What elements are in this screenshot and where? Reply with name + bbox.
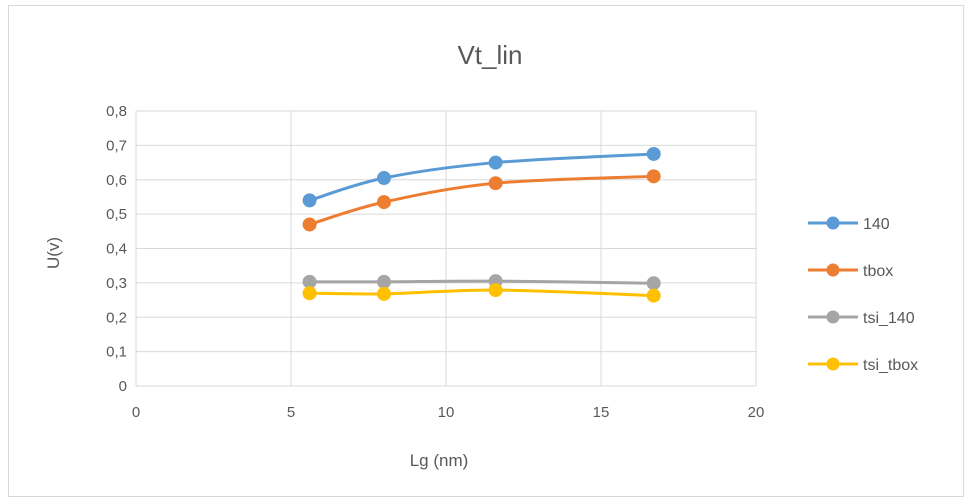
series-line-tbox bbox=[308, 174, 656, 226]
x-tick-label: 10 bbox=[438, 404, 455, 421]
legend-label: tsi_140 bbox=[863, 310, 915, 327]
legend-marker bbox=[826, 216, 840, 230]
data-point-tsi_tbox bbox=[646, 288, 661, 303]
legend-marker bbox=[826, 310, 840, 324]
x-tick-label: 0 bbox=[132, 404, 140, 421]
y-tick-label: 0,5 bbox=[106, 206, 127, 223]
data-point-140 bbox=[646, 146, 661, 161]
data-point-tbox bbox=[302, 217, 317, 232]
legend-item-tsi_140: tsi_140 bbox=[808, 310, 915, 327]
y-tick-label: 0,4 bbox=[106, 241, 127, 258]
legend-item-tbox: tbox bbox=[808, 263, 893, 280]
x-tick-label: 15 bbox=[593, 404, 610, 421]
y-tick-label: 0,3 bbox=[106, 275, 127, 292]
y-tick-label: 0,7 bbox=[106, 137, 127, 154]
legend-marker bbox=[826, 357, 840, 371]
gridlines bbox=[135, 110, 757, 387]
x-axis-ticks: 0 5 10 15 20 bbox=[132, 404, 765, 421]
data-point-tbox bbox=[646, 169, 661, 184]
y-axis-label: U(v) bbox=[44, 237, 63, 269]
series-line-140 bbox=[308, 152, 656, 202]
data-point-tbox bbox=[488, 176, 503, 191]
series-line-tsi_tbox bbox=[308, 288, 656, 298]
x-tick-label: 5 bbox=[287, 404, 295, 421]
y-tick-label: 0,6 bbox=[106, 172, 127, 189]
legend-item-tsi_tbox: tsi_tbox bbox=[808, 357, 918, 374]
y-axis-ticks: 0 0,1 0,2 0,3 0,4 0,5 0,6 0,7 0,8 bbox=[106, 103, 127, 395]
chart-title: Vt_lin bbox=[457, 40, 522, 70]
data-point-tsi_tbox bbox=[488, 283, 503, 298]
x-axis-label: Lg (nm) bbox=[410, 451, 469, 470]
y-tick-label: 0,8 bbox=[106, 103, 127, 120]
data-point-tbox bbox=[377, 195, 391, 210]
y-tick-label: 0 bbox=[119, 378, 127, 395]
y-tick-label: 0,1 bbox=[106, 344, 127, 361]
chart-frame: Vt_lin 0 0,1 0,2 0,3 0,4 0,5 0,6 0,7 0,8 0 5 10 15 2… bbox=[8, 5, 964, 497]
data-point-140 bbox=[488, 155, 503, 170]
legend-item-140: 140 bbox=[808, 216, 890, 233]
legend-label: 140 bbox=[863, 216, 890, 233]
series-points bbox=[302, 146, 661, 303]
legend-marker bbox=[826, 263, 840, 277]
x-tick-label: 20 bbox=[748, 404, 765, 421]
legend-label: tsi_tbox bbox=[863, 357, 918, 374]
data-point-tsi_tbox bbox=[377, 286, 391, 301]
data-point-140 bbox=[377, 171, 391, 186]
series-lines bbox=[308, 152, 656, 298]
data-point-tsi_140 bbox=[646, 276, 661, 291]
series-line-tsi_140 bbox=[308, 279, 656, 285]
data-point-140 bbox=[302, 193, 317, 208]
data-point-tsi_tbox bbox=[302, 286, 317, 301]
legend-label: tbox bbox=[863, 263, 893, 280]
chart-canvas: Vt_lin 0 0,1 0,2 0,3 0,4 0,5 0,6 0,7 0,8 0 5 10 15 2… bbox=[44, 40, 918, 470]
y-tick-label: 0,2 bbox=[106, 309, 127, 326]
legend: 140 tbox tsi_140 tsi_tbox bbox=[808, 216, 918, 374]
data-point-tsi_140 bbox=[377, 274, 391, 289]
